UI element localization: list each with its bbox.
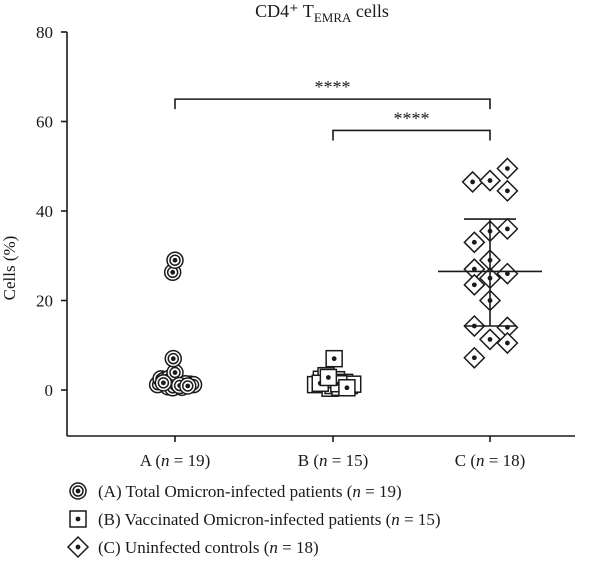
x-tick-label: B (n = 15) bbox=[298, 451, 369, 470]
marker-dot bbox=[172, 257, 178, 263]
marker-dot bbox=[170, 356, 176, 362]
data-point bbox=[164, 349, 183, 368]
error-bars bbox=[438, 218, 542, 327]
chart-title-suffix: cells bbox=[351, 1, 389, 21]
data-point bbox=[166, 363, 184, 382]
data-point bbox=[496, 262, 519, 285]
y-tick-label: 20 bbox=[36, 292, 53, 311]
data-point bbox=[461, 170, 484, 193]
marker-dot bbox=[75, 516, 81, 522]
data-point bbox=[338, 379, 356, 397]
significance-brackets: **** **** bbox=[174, 77, 491, 141]
marker-dot bbox=[471, 266, 477, 272]
x-tick-label: A (n = 19) bbox=[140, 451, 211, 470]
marker-dot bbox=[172, 370, 178, 375]
marker-dot bbox=[471, 282, 477, 288]
marker-dot bbox=[505, 340, 510, 346]
significance-bracket bbox=[332, 129, 491, 141]
marker-dot bbox=[75, 544, 81, 550]
data-point bbox=[325, 349, 343, 368]
y-axis-label: Cells (%) bbox=[0, 236, 19, 301]
marker-dot bbox=[471, 239, 477, 245]
data-point bbox=[496, 157, 519, 180]
axes: 0 20 40 60 80 A (n = 19) B (n = 15) C (n = 18) bbox=[36, 23, 575, 470]
legend-item: (C) Uninfected controls (n = 18) bbox=[66, 535, 319, 559]
legend-marker bbox=[69, 510, 87, 528]
data-point bbox=[463, 346, 486, 369]
marker-dot bbox=[505, 188, 510, 194]
legend-label: (A) Total Omicron-infected patients (n =… bbox=[98, 482, 402, 501]
data-points bbox=[148, 157, 519, 397]
data-point bbox=[478, 328, 502, 351]
chart-title-subscript: EMRA bbox=[314, 10, 352, 25]
legend-item: (B) Vaccinated Omicron-infected patients… bbox=[69, 510, 441, 529]
legend-item: (A) Total Omicron-infected patients (n =… bbox=[69, 482, 402, 501]
data-point bbox=[496, 179, 519, 202]
marker-dot bbox=[487, 337, 493, 342]
marker-dot bbox=[505, 166, 510, 171]
marker-dot bbox=[325, 375, 331, 380]
data-point bbox=[478, 169, 502, 192]
legend: (A) Total Omicron-infected patients (n =… bbox=[66, 482, 441, 559]
legend-label: (B) Vaccinated Omicron-infected patients… bbox=[98, 510, 441, 529]
y-tick-label: 0 bbox=[45, 381, 54, 400]
y-tick-label: 80 bbox=[36, 23, 53, 42]
y-tick-label: 60 bbox=[36, 113, 53, 132]
data-point bbox=[463, 231, 486, 254]
chart-title: CD4⁺ TEMRA cells bbox=[255, 1, 389, 25]
marker-dot bbox=[487, 178, 493, 183]
data-point bbox=[496, 331, 519, 355]
significance-bracket bbox=[174, 98, 491, 110]
marker-dot bbox=[75, 488, 81, 494]
legend-label: (C) Uninfected controls (n = 18) bbox=[98, 538, 319, 557]
marker-dot bbox=[344, 385, 350, 391]
marker-dot bbox=[170, 269, 176, 275]
significance-label: **** bbox=[394, 108, 430, 128]
marker-dot bbox=[185, 383, 191, 389]
marker-dot bbox=[471, 355, 477, 361]
x-tick-label: C (n = 18) bbox=[455, 451, 526, 470]
y-tick-label: 40 bbox=[36, 202, 53, 221]
marker-dot bbox=[505, 226, 510, 232]
data-point bbox=[319, 368, 338, 387]
marker-dot bbox=[470, 179, 475, 185]
significance-label: **** bbox=[315, 77, 351, 97]
data-point bbox=[179, 377, 197, 395]
data-point bbox=[463, 273, 486, 296]
marker-dot bbox=[331, 356, 337, 362]
legend-marker bbox=[69, 482, 87, 500]
marker-dot bbox=[505, 271, 510, 277]
data-point bbox=[496, 217, 519, 240]
legend-marker bbox=[66, 535, 90, 559]
marker-dot bbox=[161, 380, 166, 386]
data-point bbox=[166, 251, 184, 269]
data-point bbox=[154, 374, 173, 392]
